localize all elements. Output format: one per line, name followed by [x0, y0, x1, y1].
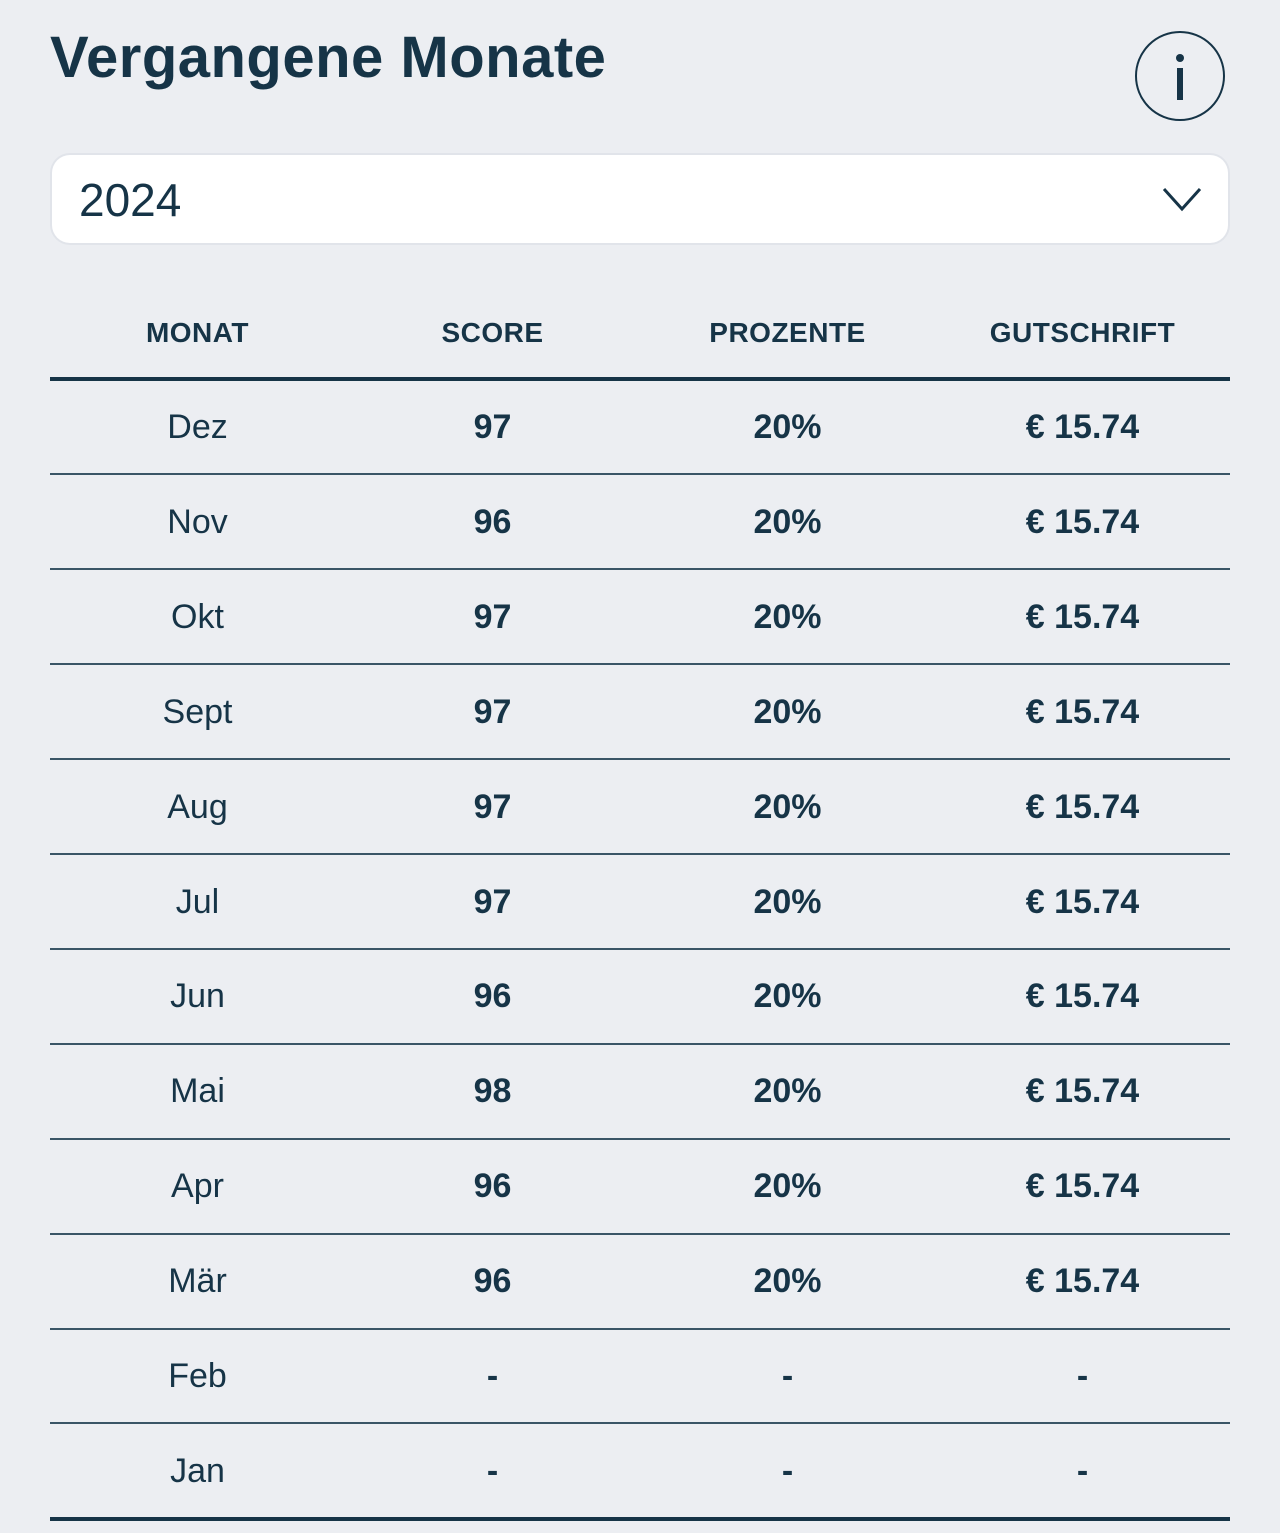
row-divider — [50, 473, 1230, 476]
column-header: SCORE — [441, 317, 544, 348]
month-cell: Feb — [168, 1357, 227, 1395]
row-divider — [50, 1517, 1230, 1522]
value-cell: € 15.74 — [1025, 1167, 1140, 1206]
info-button[interactable] — [1134, 30, 1226, 122]
value-cell: 20% — [753, 1167, 822, 1206]
month-cell: Mai — [170, 1072, 225, 1111]
value-cell: 97 — [473, 882, 512, 921]
months-table: MONAT SCORE PROZENTE GUTSCHRIFT Dez 97 20% € 15… — [50, 290, 1230, 1525]
value-cell: 20% — [753, 1072, 822, 1111]
row-divider — [50, 1137, 1230, 1140]
value-cell: 96 — [473, 1167, 512, 1206]
year-dropdown[interactable]: 2024 — [52, 155, 1228, 243]
month-cell: Aug — [167, 787, 228, 826]
value-cell: € 15.74 — [1025, 408, 1140, 446]
month-cell: Mär — [168, 1262, 227, 1301]
page-title: Vergangene Monate — [50, 25, 607, 90]
value-cell: 98 — [473, 1072, 512, 1111]
row-divider — [50, 663, 1230, 666]
value-cell: € 15.74 — [1025, 882, 1140, 921]
value-cell: 97 — [473, 408, 512, 446]
value-cell: € 15.74 — [1025, 787, 1140, 826]
month-cell: Dez — [167, 408, 228, 446]
value-cell: € 15.74 — [1025, 502, 1140, 541]
column-header: MONAT — [145, 317, 250, 348]
row-divider — [50, 1422, 1230, 1425]
row-divider — [50, 568, 1230, 571]
row-divider — [50, 1232, 1230, 1235]
chevron-icon — [1162, 187, 1202, 212]
month-cell: Jan — [170, 1451, 225, 1490]
value-cell: - — [781, 1357, 794, 1395]
row-divider — [50, 853, 1230, 856]
month-cell: Apr — [171, 1167, 224, 1206]
value-cell: € 15.74 — [1025, 692, 1140, 731]
row-divider — [50, 947, 1230, 950]
value-cell: 96 — [473, 502, 512, 541]
value-cell: 20% — [753, 977, 822, 1016]
value-cell: 97 — [473, 597, 512, 636]
value-cell: - — [486, 1451, 499, 1490]
month-cell: Jul — [175, 882, 220, 921]
value-cell: € 15.74 — [1025, 1262, 1140, 1301]
month-cell: Jun — [170, 977, 225, 1016]
value-cell: - — [486, 1357, 499, 1395]
header-divider — [50, 377, 1230, 381]
value-cell: 20% — [753, 882, 822, 921]
value-cell: € 15.74 — [1025, 977, 1140, 1016]
value-cell: 96 — [473, 977, 512, 1016]
value-cell: € 15.74 — [1025, 1072, 1140, 1111]
row-divider — [50, 758, 1230, 761]
value-cell: - — [1076, 1451, 1089, 1490]
value-cell: 97 — [473, 692, 512, 731]
month-cell: Nov — [167, 502, 228, 541]
row-divider — [50, 1327, 1230, 1330]
row-divider — [50, 1042, 1230, 1045]
value-cell: - — [1076, 1357, 1089, 1395]
month-cell: Okt — [171, 597, 224, 636]
value-cell: 20% — [753, 692, 822, 731]
value-cell: 20% — [753, 408, 822, 446]
column-header: PROZENTE — [709, 317, 866, 348]
value-cell: € 15.74 — [1025, 597, 1140, 636]
value-cell: 96 — [473, 1262, 512, 1301]
value-cell: 20% — [753, 1262, 822, 1301]
value-cell: 20% — [753, 787, 822, 826]
value-cell: - — [781, 1451, 794, 1490]
value-cell: 20% — [753, 502, 822, 541]
column-header: GUTSCHRIFT — [989, 317, 1176, 348]
month-cell: Sept — [162, 692, 233, 731]
value-cell: 20% — [753, 597, 822, 636]
value-cell: 97 — [473, 787, 512, 826]
dropdown-value: 2024 — [79, 174, 182, 226]
